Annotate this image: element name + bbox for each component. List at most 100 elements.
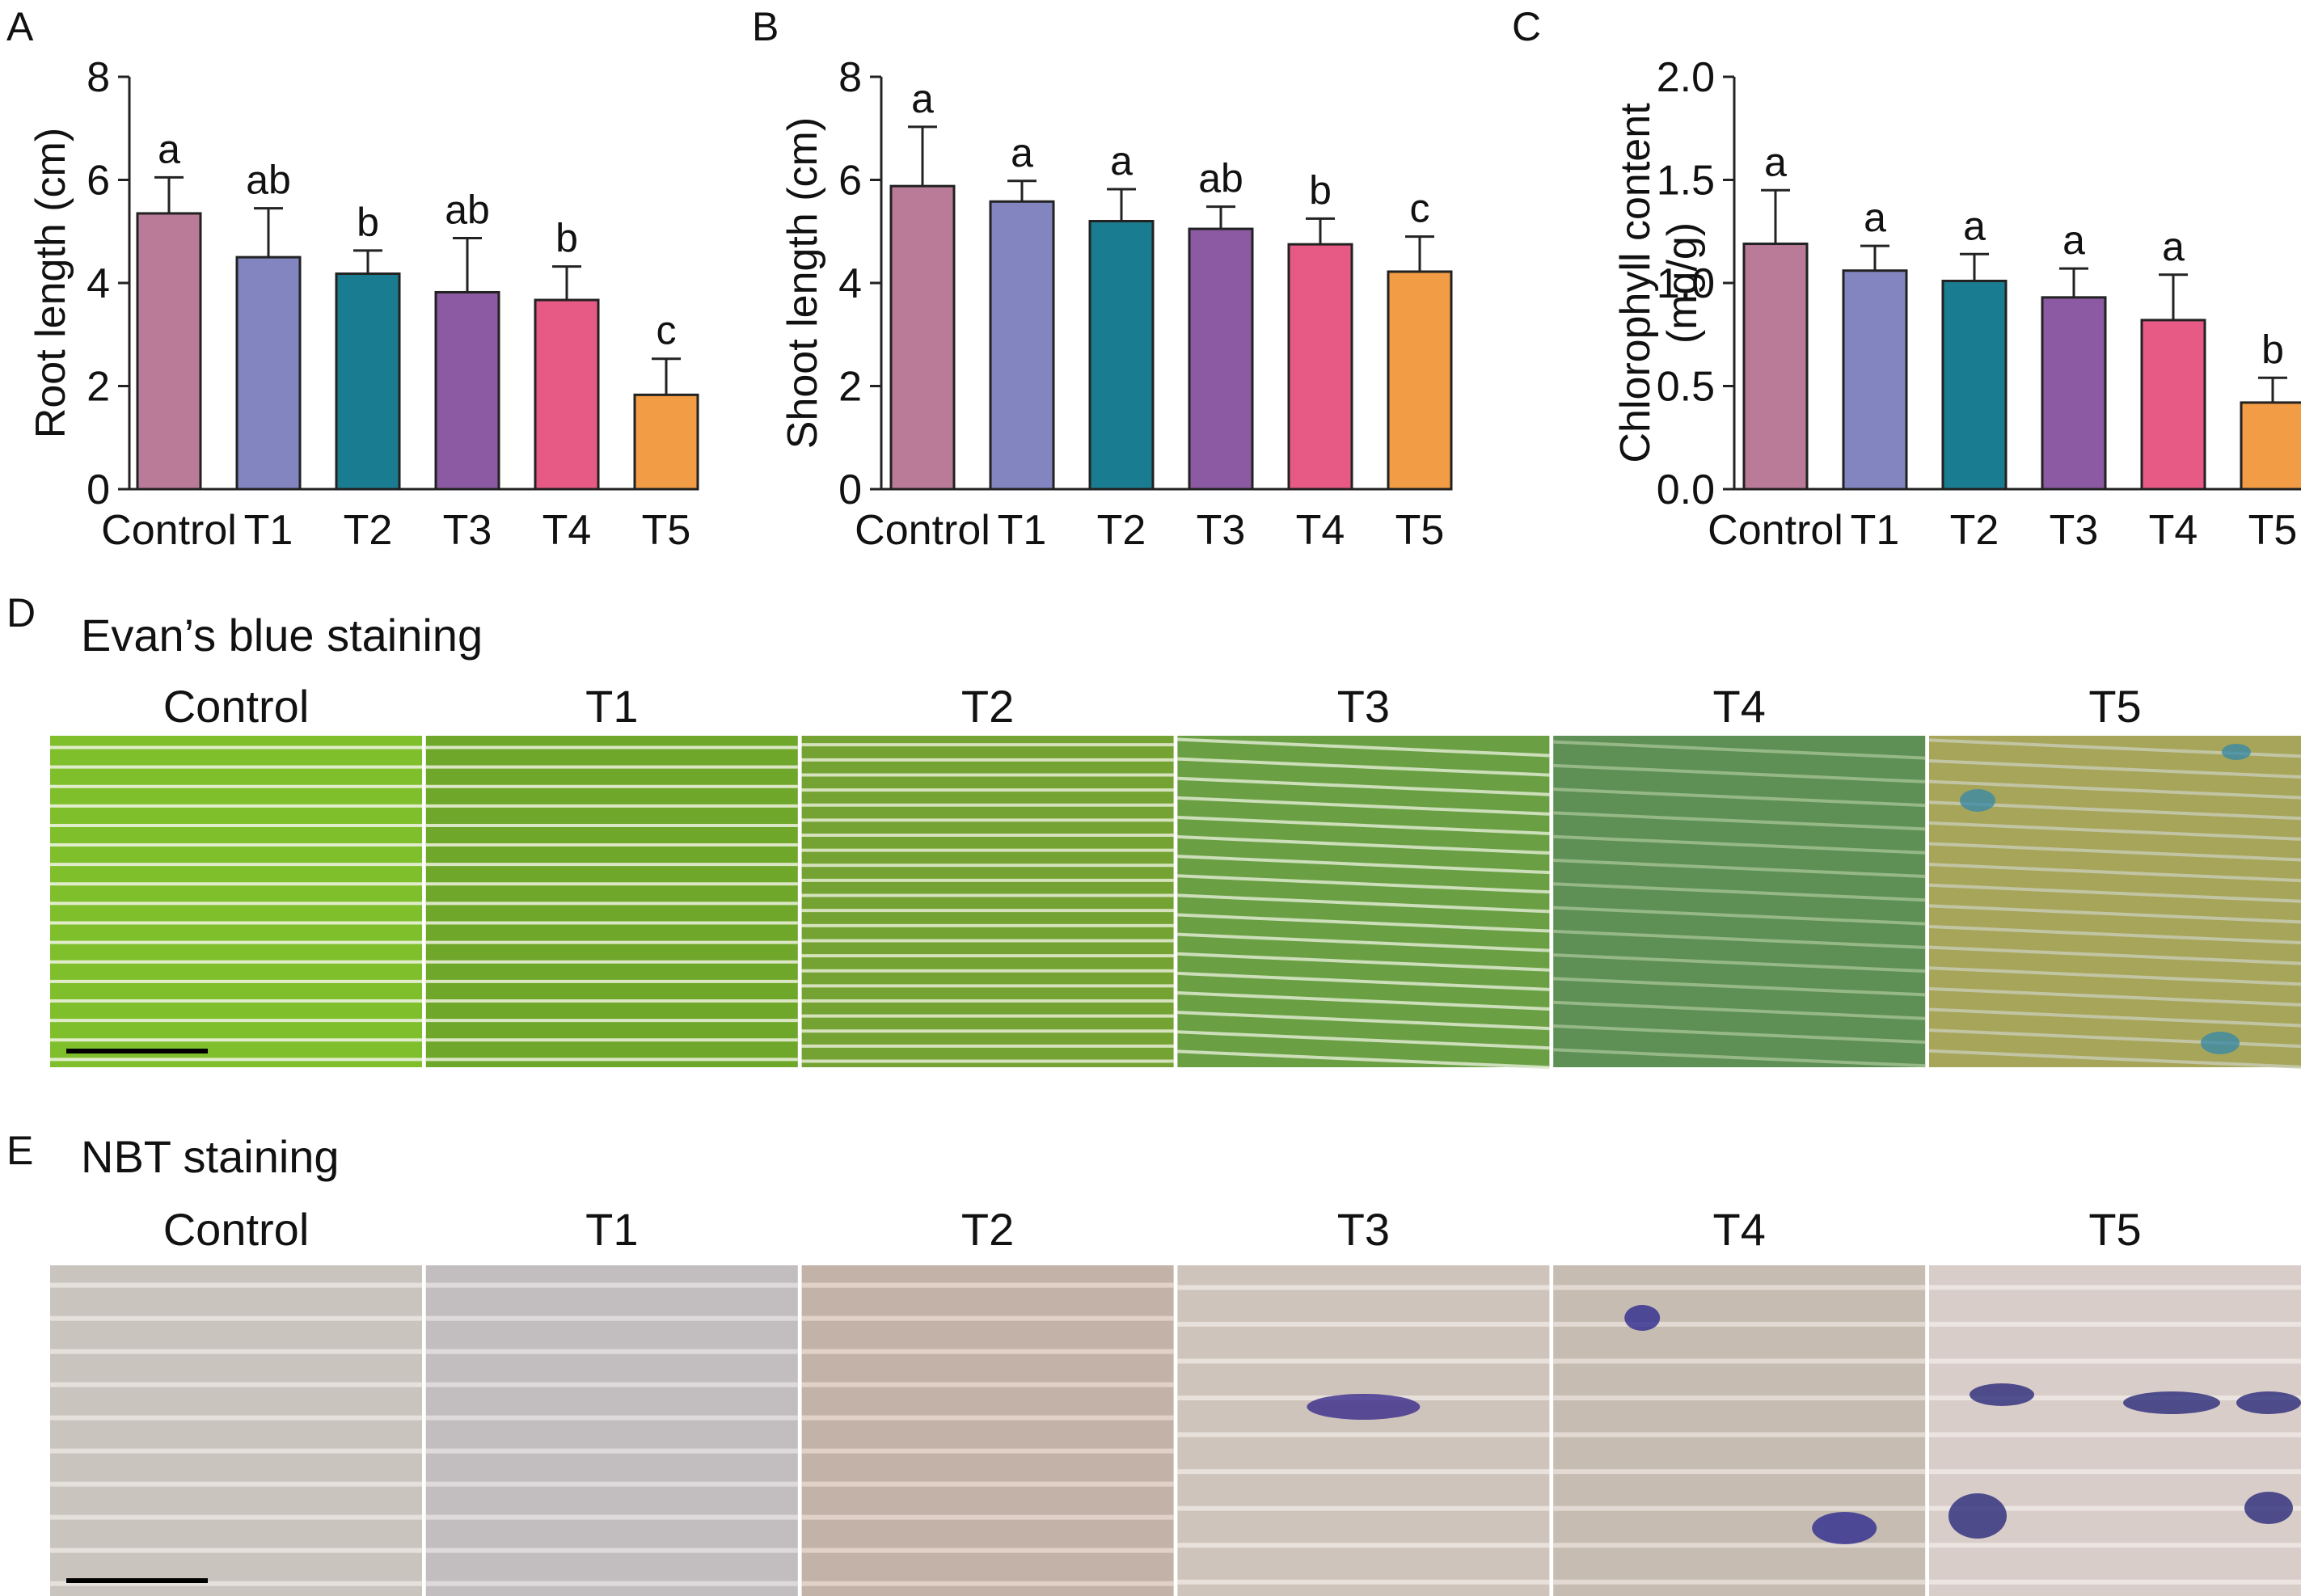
vein-stripe (1553, 977, 1926, 997)
vein-stripe (1177, 1049, 1550, 1070)
significance-letter: a (1011, 130, 1033, 175)
vein-stripe (1177, 855, 1550, 875)
vein-stripe (1553, 1048, 1926, 1068)
vein-stripe (1553, 763, 1926, 783)
vein-stripe (1928, 1007, 2301, 1028)
significance-letter: b (1309, 167, 1332, 213)
vein-stripe (1177, 737, 1550, 758)
bar (2240, 401, 2301, 491)
significance-letter: c (657, 308, 677, 353)
stain-spot (1812, 1512, 1877, 1544)
micrograph-label: T1 (585, 1204, 638, 1255)
vein-stripe (1553, 882, 1926, 902)
x-tick-label: T1 (1851, 507, 1900, 554)
vein-stripe (1928, 925, 2301, 944)
x-tick-label: T5 (642, 507, 691, 554)
significance-letter: a (1764, 139, 1787, 184)
bar (136, 212, 202, 491)
micrograph-tile (425, 736, 798, 1067)
y-tick-label: 1.5 (1657, 158, 1715, 205)
bar (1188, 227, 1254, 491)
micrograph-tile (1929, 1265, 2301, 1596)
micrograph-tile (1177, 1265, 1550, 1596)
stain-spot (1307, 1394, 1421, 1420)
x-tick-label: T4 (543, 507, 592, 554)
significance-letter: a (158, 126, 180, 171)
vein-stripe (1553, 834, 1926, 855)
micrograph-label: Control (163, 1204, 310, 1255)
micrograph-tile (425, 1265, 798, 1596)
vein-stripe (1553, 811, 1926, 831)
significance-letter: b (2261, 327, 2284, 372)
micrograph-tile (1177, 736, 1550, 1070)
micrograph-tile (50, 1265, 422, 1596)
micrograph-label: T5 (2088, 681, 2141, 732)
stain-spot (1970, 1383, 2034, 1406)
vein-stripe (1553, 906, 1926, 926)
bar (889, 184, 956, 491)
y-tick-label: 0.0 (1657, 467, 1715, 513)
vein-stripe (1928, 821, 2301, 841)
y-tick-label: 4 (838, 260, 862, 307)
bar (1742, 243, 1809, 491)
vein-stripe (1177, 991, 1550, 1011)
y-axis-title-unit: (mg/g) (1659, 222, 1706, 344)
y-tick-label: 4 (87, 260, 110, 307)
bar (434, 290, 500, 491)
y-tick-label: 1.0 (1657, 260, 1715, 307)
micrograph-label: T4 (1713, 681, 1766, 732)
x-tick-label: T1 (998, 507, 1047, 554)
vein-stripe (1177, 893, 1550, 914)
micrograph-tile (50, 736, 422, 1067)
vein-stripe (1928, 842, 2301, 862)
vein-stripe (1177, 835, 1550, 855)
panel-letter-a: A (6, 4, 34, 49)
micrograph-background (1929, 1265, 2301, 1596)
vein-stripe (1177, 815, 1550, 835)
vein-stripe (1177, 776, 1550, 796)
x-tick-label: T3 (1197, 507, 1246, 554)
vein-stripe (1177, 1011, 1550, 1031)
stain-spot (1960, 789, 1995, 812)
micrograph-label: T2 (961, 681, 1014, 732)
panel-letter-c: C (1512, 4, 1541, 49)
micrograph-label: T2 (961, 1204, 1014, 1255)
section-d-title: Evan’s blue staining (81, 610, 483, 661)
significance-letter: c (1410, 186, 1430, 231)
bar (1941, 279, 2008, 491)
y-tick-label: 0.5 (1657, 364, 1715, 411)
stain-spot (1624, 1305, 1661, 1331)
significance-letter: a (1864, 195, 1886, 240)
vein-stripe (1177, 757, 1550, 777)
x-tick-label: T1 (244, 507, 293, 554)
x-tick-label: T3 (443, 507, 492, 554)
bar (989, 200, 1055, 491)
y-tick-label: 2.0 (1657, 54, 1715, 101)
micrograph-tile (801, 1265, 1174, 1596)
significance-letter: a (2162, 224, 2185, 269)
micrograph-background (425, 736, 798, 1067)
vein-stripe (1553, 1000, 1926, 1020)
vein-stripe (1928, 904, 2301, 924)
micrograph-background (50, 1265, 422, 1596)
micrograph-background (425, 1265, 798, 1596)
micrograph-background (801, 1265, 1174, 1596)
micrograph-tile (1553, 1265, 1926, 1596)
x-tick-label: T3 (2050, 507, 2099, 554)
vein-stripe (1177, 1030, 1550, 1050)
x-tick-label: T2 (344, 507, 393, 554)
micrograph-label: T4 (1713, 1204, 1766, 1255)
vein-stripe (1928, 1049, 2301, 1069)
vein-stripe (1928, 966, 2301, 986)
section-e-title: NBT staining (81, 1131, 340, 1182)
vein-stripe (1177, 932, 1550, 952)
significance-letter: a (1110, 138, 1133, 184)
micrograph-background (50, 736, 422, 1067)
vein-stripe (1553, 929, 1926, 949)
stain-spot (2236, 1391, 2301, 1414)
chart-shoot-length: 0 2 4 6 8 Shoot length (cm) a Control a T1 a T2 ab T3… (779, 54, 1453, 554)
bar (534, 298, 600, 491)
x-tick-label: Control (101, 507, 237, 554)
x-tick-label: T5 (2248, 507, 2298, 554)
